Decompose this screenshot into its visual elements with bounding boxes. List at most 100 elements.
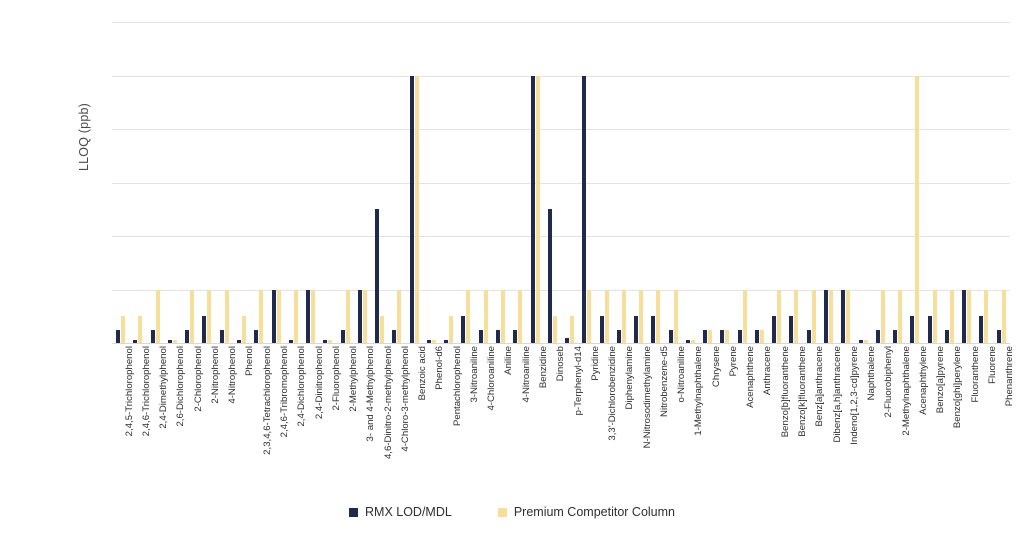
bar-gold (829, 289, 834, 343)
bar-group (613, 22, 630, 343)
x-label-slot: N-Nitrosodimethylamine (630, 346, 653, 496)
bar-group (457, 22, 474, 343)
x-label-slot: 2,4,5-Trichlorophenol (112, 346, 135, 496)
gridline-80 (112, 129, 1010, 130)
bar-navy (271, 289, 276, 343)
x-label-slot: Benzoic acid (406, 346, 428, 496)
x-label-slot: 2,4-Dichlorophenol (285, 346, 307, 496)
bar-group (319, 22, 336, 343)
bar-gold (621, 289, 626, 343)
bar-group (578, 22, 595, 343)
x-label-slot: 2-Nitrophenol (198, 346, 221, 496)
gridline-120 (112, 22, 1010, 23)
bar-navy (772, 316, 777, 343)
bar-group (302, 22, 319, 343)
bar-group (941, 22, 958, 343)
bar-navy (478, 329, 483, 343)
bar-navy (202, 316, 207, 343)
bar-gold (863, 340, 868, 343)
bar-group (716, 22, 733, 343)
x-label-slot: Benzidine (526, 346, 549, 496)
bar-navy (754, 329, 759, 343)
bar-gold (397, 289, 402, 343)
bar-navy (582, 75, 587, 343)
bar-gold (604, 289, 609, 343)
bar-gold (673, 289, 678, 343)
bar-navy (875, 329, 880, 343)
bar-gold (190, 289, 195, 343)
gridline-60 (112, 182, 1010, 184)
x-label-slot: Dinoseb (544, 346, 566, 496)
x-label-slot: Acenaphthene (734, 346, 756, 496)
bar-navy (858, 340, 863, 343)
x-label-slot: Aniline (492, 346, 514, 496)
bar-group (181, 22, 198, 343)
bar-navy (824, 289, 829, 343)
bar-group (561, 22, 578, 343)
bar-navy (392, 329, 397, 343)
bar-group (475, 22, 492, 343)
bar-navy (288, 340, 293, 343)
bar-group (164, 22, 181, 343)
x-label-slot: Anthracene (751, 346, 773, 496)
bar-gold (414, 75, 419, 343)
x-label-slot: 1-Methylnaphthalene (682, 346, 704, 496)
x-label-slot: 2,3,4,6-Tetrachlorophenol (250, 346, 273, 496)
bar-group (837, 22, 854, 343)
bar-group (406, 22, 423, 343)
legend-label: RMX LOD/MDL (365, 505, 452, 519)
bar-gold (846, 289, 851, 343)
bar-navy (962, 289, 967, 343)
bar-navy (530, 75, 535, 343)
x-label-slot: 2,4-Dimethylphenol (147, 346, 169, 496)
bar-navy (703, 329, 708, 343)
bar-group (854, 22, 871, 343)
bar-group (354, 22, 371, 343)
bar-gold (345, 289, 350, 343)
bar-gold (552, 316, 557, 343)
bar-navy (340, 329, 345, 343)
bar-group (820, 22, 837, 343)
bar-navy (426, 340, 431, 343)
bar-group (923, 22, 940, 343)
x-axis-label: Phenanthrene (1004, 346, 1016, 407)
bar-gold (276, 289, 281, 343)
x-label-slot: Fluoranthene (958, 346, 981, 496)
gridline-0 (112, 343, 1010, 344)
legend-item-0[interactable]: RMX LOD/MDL (349, 505, 452, 519)
y-axis-title: LLOQ (ppb) (77, 103, 91, 172)
bar-gold (138, 316, 143, 343)
x-axis-labels: 2,4,5-Trichlorophenol 2,4,6-Trichlorophen… (112, 346, 1016, 496)
bar-group (492, 22, 509, 343)
bar-navy (254, 329, 259, 343)
x-label-slot: Fluorene (975, 346, 998, 496)
bar-navy (565, 337, 570, 343)
bar-group (129, 22, 146, 343)
gridline-40 (112, 236, 1010, 237)
bar-gold (984, 289, 989, 343)
bar-group (803, 22, 820, 343)
x-label-slot: 4-Nitroaniline (509, 346, 532, 496)
bar-navy (513, 329, 518, 343)
bar-navy (116, 329, 121, 343)
bar-gold (794, 289, 799, 343)
bar-navy (185, 329, 190, 343)
x-label-slot: 2-Methylphenol (336, 346, 359, 496)
bar-gold (949, 289, 954, 343)
bar-gold (380, 316, 385, 343)
bar-navy (409, 75, 414, 343)
bar-navy (910, 316, 915, 343)
bar-group (785, 22, 802, 343)
legend-item-1[interactable]: Premium Competitor Column (497, 505, 675, 519)
bar-navy (323, 340, 328, 343)
x-label-slot: 4,6-Dinitro-2-methylphenol (371, 346, 394, 496)
bar-navy (634, 316, 639, 343)
bar-navy (927, 316, 932, 343)
bar-group (250, 22, 267, 343)
x-label-slot: Phenol (233, 346, 255, 496)
bar-navy (167, 340, 172, 343)
bar-group (285, 22, 302, 343)
bar-group (682, 22, 699, 343)
bar-group (595, 22, 612, 343)
x-label-slot: 3,3'-Dichlorobenzidine (595, 346, 618, 496)
